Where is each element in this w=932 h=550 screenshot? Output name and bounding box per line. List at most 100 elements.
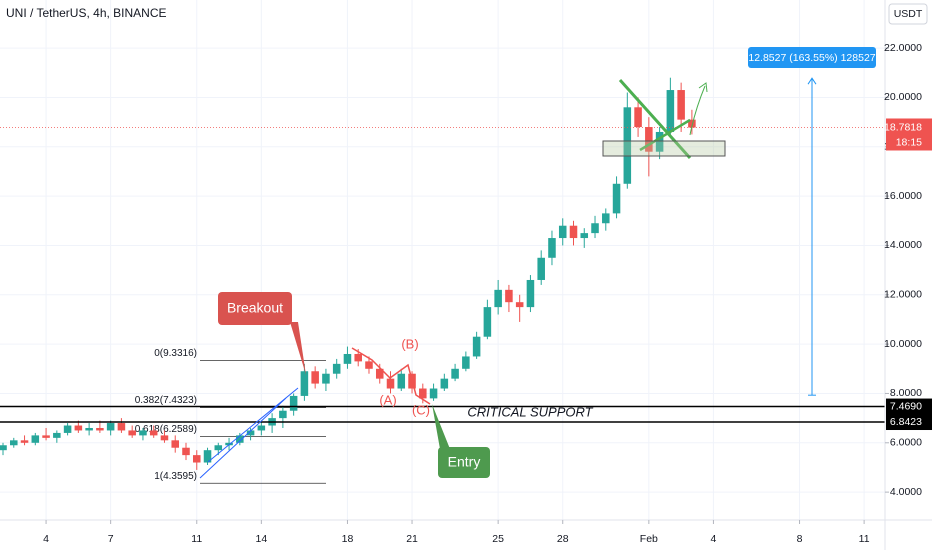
candle <box>139 427 147 441</box>
candle-body <box>354 353 362 362</box>
candle-body <box>289 395 298 411</box>
candle <box>472 331 481 359</box>
candle <box>182 442 190 461</box>
candle <box>42 427 50 441</box>
level-tag <box>886 398 932 415</box>
candle <box>591 215 599 239</box>
candle <box>128 425 136 438</box>
y-tick-label: 6.0000 <box>890 437 922 449</box>
annotation: Entry <box>448 454 481 470</box>
candle-body <box>375 368 384 379</box>
candle <box>548 230 556 266</box>
candle-body <box>677 90 685 120</box>
candle <box>451 363 459 382</box>
candle <box>386 371 395 394</box>
candle-body <box>688 119 696 128</box>
channel-line <box>199 397 287 479</box>
x-tick-label: 4 <box>43 533 49 545</box>
chart-title: UNI / TetherUS, 4h, BINANCE <box>6 6 167 20</box>
candle <box>63 423 72 436</box>
currency-box <box>888 3 928 25</box>
candle <box>289 393 298 416</box>
candle <box>483 299 492 340</box>
annotation: CRITICAL SUPPORT <box>467 404 593 419</box>
x-tick-label: 7 <box>108 533 114 545</box>
candle-body <box>31 435 40 443</box>
candle-body <box>591 223 599 234</box>
plot: 0(9.3316) 0.382(7.4323) 0.618(6.2589) 1(4.3… <box>0 77 885 484</box>
candle-body <box>365 361 373 369</box>
x-tick-label: 11 <box>859 533 870 545</box>
candle-body <box>332 363 341 374</box>
projection-arrow <box>689 85 706 136</box>
candle-body <box>526 279 535 308</box>
arrow-head <box>698 82 708 93</box>
x-tick-label: 14 <box>256 533 268 545</box>
candle-body <box>171 440 180 448</box>
candle-body <box>182 447 190 456</box>
candle-body <box>257 425 266 431</box>
candle-body <box>634 107 642 128</box>
candle-body <box>117 423 126 431</box>
callout-pointer <box>290 322 306 375</box>
y-tick-label: 22.0000 <box>884 42 922 54</box>
candle-body <box>537 257 545 280</box>
candle-body <box>397 373 406 389</box>
candle-body <box>279 410 287 419</box>
candle <box>602 208 610 231</box>
candle <box>462 351 470 372</box>
candle-body <box>20 440 29 443</box>
y-tick-label: 10.0000 <box>884 338 922 350</box>
annotation: Breakout <box>227 300 283 316</box>
candle-body <box>236 435 244 443</box>
candle <box>677 82 685 132</box>
candle-body <box>548 238 556 258</box>
candle-body <box>85 427 93 431</box>
candle <box>236 432 244 446</box>
candle-body <box>505 289 513 303</box>
candle <box>397 368 406 391</box>
candle-body <box>106 423 115 431</box>
time-axis <box>0 520 932 550</box>
y-tick-label: 14.0000 <box>884 239 922 251</box>
candle <box>515 294 524 322</box>
candle <box>203 447 212 465</box>
candle <box>257 420 266 436</box>
fib-label: 0(9.3316) <box>154 348 197 359</box>
wave-label: (B) <box>401 336 418 351</box>
candle <box>612 176 621 219</box>
candle-body <box>0 445 7 451</box>
y-tick-label: 12.0000 <box>884 289 922 301</box>
wave-label: (C) <box>412 402 430 417</box>
callout-box <box>438 447 490 478</box>
candle <box>537 250 545 285</box>
candle-body <box>483 307 492 337</box>
candle <box>332 358 341 379</box>
candle-body <box>149 430 158 436</box>
candle <box>10 437 18 448</box>
measure-label: 12.8527 (163.55%) 128527 <box>748 52 875 64</box>
candle-body <box>128 430 136 436</box>
abc-wave <box>351 347 431 405</box>
fib-label: 0.618(6.2589) <box>135 424 197 435</box>
candle <box>225 437 233 451</box>
candle-body <box>666 90 675 132</box>
last-price-tag <box>886 118 932 151</box>
candle-body <box>10 440 18 446</box>
candle-body <box>655 131 664 152</box>
candle <box>279 405 287 428</box>
candle <box>300 363 309 401</box>
last-price-label: 18.7818 <box>884 121 922 133</box>
x-tick-label: 8 <box>797 533 803 545</box>
candle <box>645 117 653 177</box>
candle <box>558 218 567 246</box>
y-tick-label: 4.0000 <box>890 486 922 498</box>
candle-body <box>63 425 72 433</box>
y-tick-label: 8.0000 <box>890 387 922 399</box>
candle-body <box>203 450 212 463</box>
candle <box>505 284 513 313</box>
candle-body <box>602 213 610 224</box>
price-axis <box>885 0 932 550</box>
